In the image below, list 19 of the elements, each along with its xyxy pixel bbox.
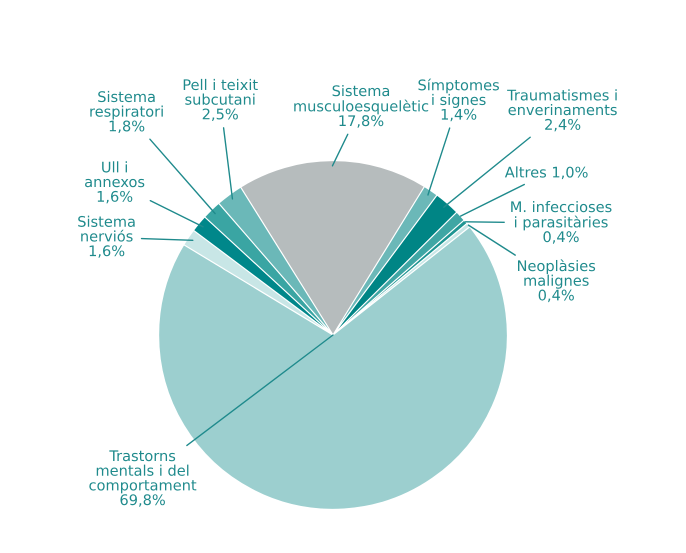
slice-label: Sistema nerviós — [78, 216, 135, 242]
slice-label: Trastorns mentals i del comportament — [89, 450, 196, 494]
data-label: 0,4% — [543, 231, 579, 244]
data-label: 1,6% — [90, 245, 124, 258]
data-label: 1,4% — [442, 108, 476, 122]
data-label: 0,4% — [538, 290, 574, 302]
slice-label: Sistema respiratori — [90, 90, 163, 120]
slice-label: Traumatismes i enverinaments — [507, 89, 617, 116]
slice-label: Ull i annexos — [85, 161, 144, 188]
data-label: 2,5% — [202, 108, 238, 121]
slice-label: M. infeccioses i parasitàries — [511, 200, 612, 230]
slice-label: Altres 1,0% — [504, 166, 588, 180]
data-label: 69,8% — [120, 494, 165, 507]
data-label: 17,8% — [339, 115, 384, 128]
data-label: 1,8% — [110, 120, 144, 133]
slice-label: Pell i teixit subcutani — [184, 78, 258, 105]
data-label: 1,6% — [98, 190, 132, 204]
data-label: 2,4% — [545, 118, 580, 132]
slice-label: Neoplàsies malignes — [518, 259, 596, 289]
